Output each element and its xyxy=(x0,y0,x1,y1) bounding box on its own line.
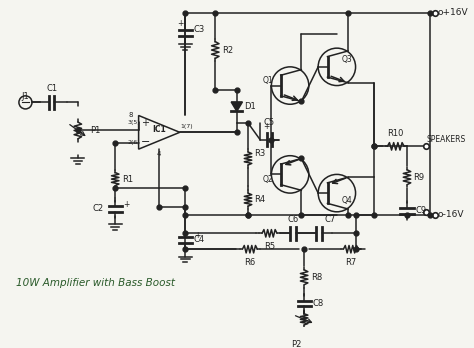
Text: C8: C8 xyxy=(312,299,324,308)
Text: C4: C4 xyxy=(194,235,205,244)
Text: o+16V: o+16V xyxy=(438,8,468,17)
Text: R3: R3 xyxy=(255,149,266,158)
Text: C6: C6 xyxy=(287,215,299,224)
Text: +: + xyxy=(124,200,130,209)
Text: R8: R8 xyxy=(310,273,322,282)
Text: C2: C2 xyxy=(93,205,104,214)
Text: R6: R6 xyxy=(244,258,255,267)
Text: Q2: Q2 xyxy=(263,175,273,184)
Text: o-16V: o-16V xyxy=(438,210,465,219)
Text: C7: C7 xyxy=(325,215,336,224)
Text: C1: C1 xyxy=(46,84,57,93)
Text: +: + xyxy=(141,118,149,128)
Text: 2(6): 2(6) xyxy=(128,140,140,145)
Text: R9: R9 xyxy=(413,173,425,182)
Text: +: + xyxy=(194,231,200,240)
Text: R7: R7 xyxy=(345,258,356,267)
Text: R10: R10 xyxy=(388,129,404,138)
Text: IC1: IC1 xyxy=(152,125,166,134)
Text: Q1: Q1 xyxy=(263,76,273,85)
Text: +: + xyxy=(264,122,270,132)
Text: D1: D1 xyxy=(244,102,256,111)
Text: C9: C9 xyxy=(415,206,427,215)
Text: C3: C3 xyxy=(194,25,205,34)
Text: R5: R5 xyxy=(264,242,275,251)
Text: P2: P2 xyxy=(292,340,302,348)
Text: Q3: Q3 xyxy=(342,55,352,64)
Text: C5: C5 xyxy=(264,118,275,127)
Polygon shape xyxy=(231,102,242,111)
Text: R4: R4 xyxy=(255,195,266,204)
Text: 8: 8 xyxy=(129,112,133,118)
Text: J1: J1 xyxy=(22,92,29,101)
Text: 10W Amplifier with Bass Boost: 10W Amplifier with Bass Boost xyxy=(16,278,175,288)
Text: SPEAKERS: SPEAKERS xyxy=(427,135,466,143)
Text: 4: 4 xyxy=(157,151,161,157)
Text: R1: R1 xyxy=(122,175,133,184)
Text: −: − xyxy=(140,137,150,147)
Text: R2: R2 xyxy=(222,46,233,55)
Text: +: + xyxy=(177,19,183,28)
Text: 3(5): 3(5) xyxy=(128,119,140,125)
Text: Q4: Q4 xyxy=(342,196,352,205)
Text: 1(7): 1(7) xyxy=(181,124,193,129)
Text: P1: P1 xyxy=(90,126,100,135)
